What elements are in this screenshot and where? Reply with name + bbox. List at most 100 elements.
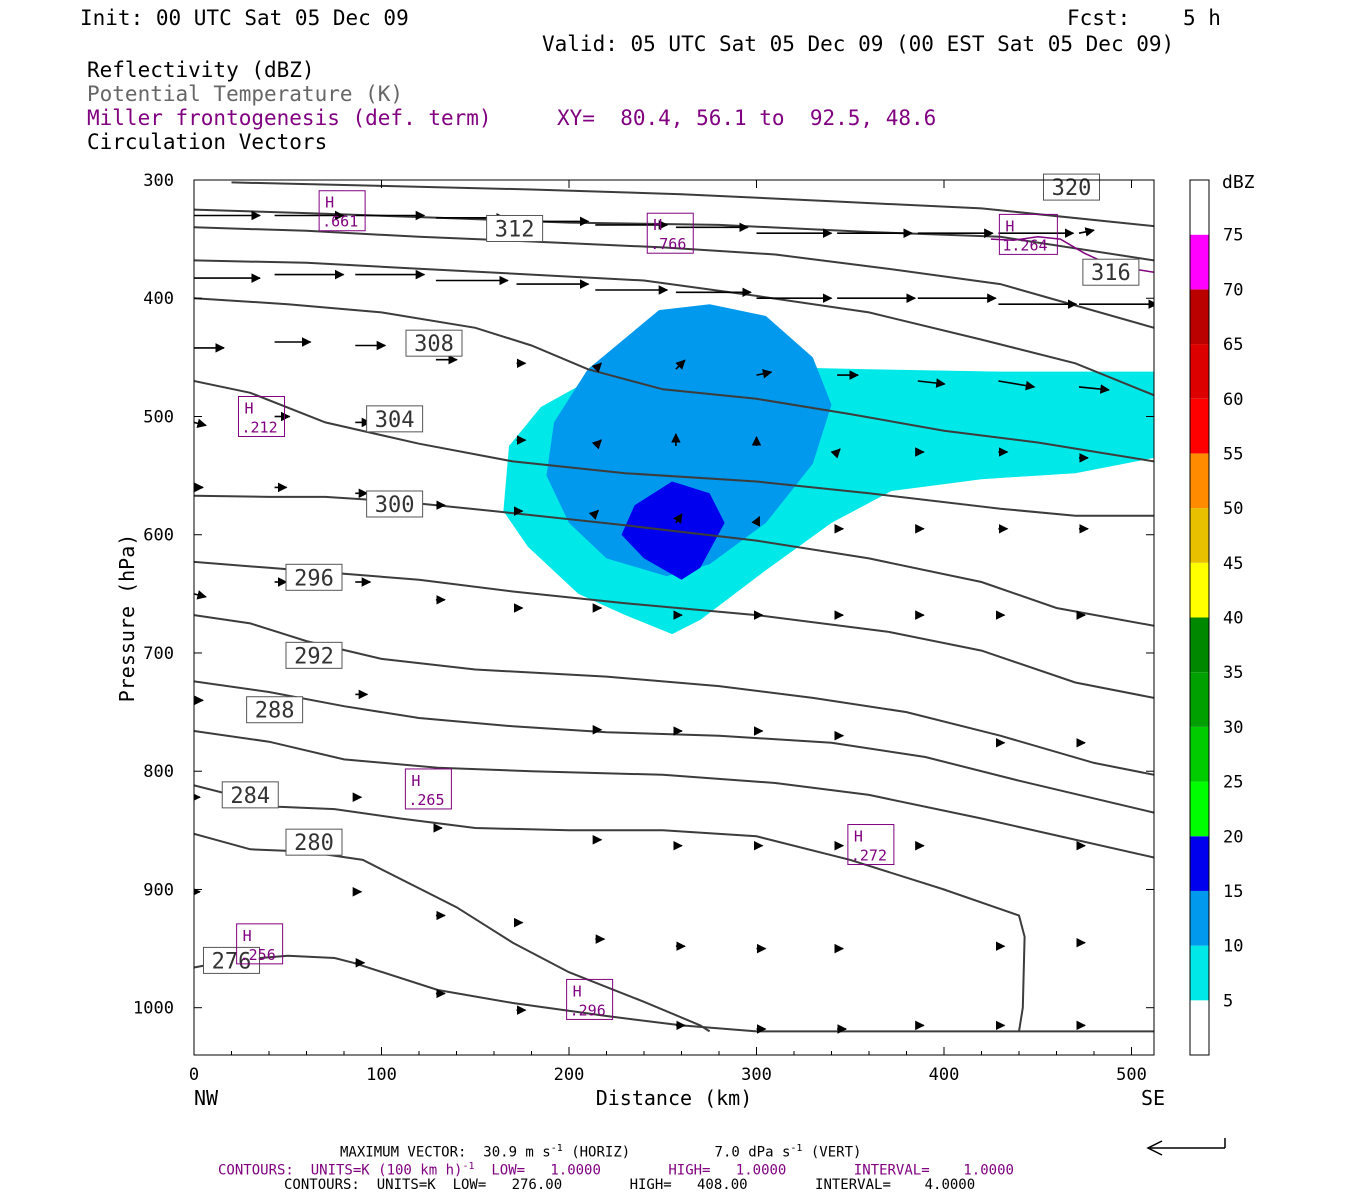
colorbar-segment bbox=[1190, 781, 1209, 837]
theta-contour-276 bbox=[194, 954, 1154, 1033]
theta-label-box bbox=[221, 781, 279, 809]
footer-max-vector: MAXIMUM VECTOR: 30.9 m s-1 (HORIZ) 7.0 d… bbox=[340, 1143, 862, 1161]
forecast-value: 5 h bbox=[1183, 6, 1221, 30]
x-tick-label: 500 bbox=[1116, 1065, 1147, 1085]
circulation-vector bbox=[675, 359, 686, 370]
theta-label-box bbox=[285, 641, 343, 669]
colorbar-segment bbox=[1190, 1000, 1209, 1055]
colorbar-segment bbox=[1190, 289, 1209, 345]
frontogenesis-max-box bbox=[646, 212, 694, 254]
frontogenesis-max-box bbox=[847, 824, 895, 866]
frontogenesis-max-box bbox=[998, 213, 1058, 255]
theta-contour-unlabeled-12 bbox=[194, 208, 1154, 262]
frontogenesis-max-letter: H bbox=[1005, 217, 1014, 235]
frontogenesis-max-letter: H bbox=[411, 772, 420, 790]
plot-frame bbox=[193, 179, 1155, 1056]
axes-layer: 0 100 200 300 400 500 300 400 500 600 700 800 900 100… bbox=[133, 171, 1154, 1085]
colorbar-segment bbox=[1190, 836, 1209, 891]
reflectivity-layer bbox=[503, 304, 1154, 635]
theta-label-288: 288 bbox=[255, 699, 295, 724]
valid-time: Valid: 05 UTC Sat 05 Dec 09 (00 EST Sat … bbox=[542, 32, 1175, 56]
forecast-label: Fcst: bbox=[1067, 6, 1131, 30]
y-tick-label: 800 bbox=[143, 762, 174, 782]
colorbar-label: 40 bbox=[1223, 609, 1243, 629]
colorbar-label: 75 bbox=[1223, 226, 1243, 246]
colorbar: 5 10 15 20 25 30 35 40 45 50 55 60 65 70 75 dBZ bbox=[1189, 172, 1255, 1056]
circulation-vector bbox=[917, 378, 946, 388]
colorbar-segment bbox=[1190, 453, 1209, 509]
reference-vector-icon bbox=[1146, 1138, 1226, 1156]
colorbar-label: 60 bbox=[1223, 390, 1243, 410]
theta-label-box bbox=[285, 563, 343, 591]
cross-section-coords: XY= 80.4, 56.1 to 92.5, 48.6 bbox=[557, 106, 937, 130]
frontogenesis-max-letter: H bbox=[573, 982, 582, 1000]
x-tick-label: 300 bbox=[741, 1065, 772, 1085]
theta-label-box bbox=[203, 946, 260, 974]
frontogenesis-max-letter: H bbox=[243, 927, 252, 945]
x-axis-title: Distance (km) bbox=[596, 1086, 753, 1110]
circulation-vector bbox=[830, 448, 841, 459]
theta-label-box bbox=[246, 696, 304, 724]
colorbar-label: 65 bbox=[1223, 335, 1243, 355]
colorbar-segment bbox=[1190, 508, 1209, 563]
init-time: Init: 00 UTC Sat 05 Dec 09 bbox=[80, 6, 409, 30]
circulation-vector bbox=[591, 439, 602, 450]
theta-label-box bbox=[366, 490, 424, 518]
theta-contour-292 bbox=[194, 680, 1154, 814]
theta-label-box bbox=[405, 329, 463, 357]
theta-label-box bbox=[1082, 258, 1140, 286]
colorbar-segment bbox=[1190, 672, 1209, 727]
field-vectors: Circulation Vectors bbox=[87, 130, 328, 154]
colorbar-segment bbox=[1190, 890, 1209, 946]
x-tick-label: 200 bbox=[554, 1065, 585, 1085]
field-theta: Potential Temperature (K) bbox=[87, 82, 404, 106]
frontogenesis-max-letter: H bbox=[653, 216, 662, 234]
frontogenesis-max-box bbox=[236, 923, 284, 965]
circulation-vector bbox=[673, 513, 683, 524]
y-tick-label: 600 bbox=[143, 526, 174, 546]
frontogenesis-max-box bbox=[404, 768, 452, 810]
y-tick-label: 900 bbox=[143, 880, 174, 900]
theta-label-box bbox=[285, 828, 343, 856]
frontogenesis-max-box bbox=[318, 190, 366, 232]
colorbar-frame bbox=[1189, 179, 1210, 1056]
frontogenesis-max-letter: H bbox=[245, 399, 254, 417]
theta-label-316: 316 bbox=[1091, 261, 1131, 286]
theta-label-308: 308 bbox=[414, 332, 454, 357]
circulation-vector bbox=[998, 380, 1036, 391]
frontogenesis-max-value: .265 bbox=[408, 791, 444, 809]
y-tick-label: 400 bbox=[143, 289, 174, 309]
frontogenesis-max-value: 1.264 bbox=[1002, 236, 1047, 254]
colorbar-label: 5 bbox=[1223, 991, 1233, 1011]
x-tick-label: 0 bbox=[189, 1065, 199, 1085]
frontogenesis-max-value: .661 bbox=[322, 213, 358, 231]
frontogenesis-max-value: .212 bbox=[242, 418, 278, 436]
colorbar-label: 30 bbox=[1223, 718, 1243, 738]
theta-contour-312 bbox=[194, 297, 1154, 463]
theta-contour-316 bbox=[194, 259, 1154, 397]
colorbar-segment bbox=[1190, 562, 1209, 618]
y-tick-label: 300 bbox=[143, 171, 174, 191]
circulation-vector bbox=[756, 369, 773, 379]
frontogenesis-max-value: .296 bbox=[570, 1001, 606, 1019]
theta-contour-280 bbox=[194, 832, 711, 1033]
colorbar-label: 25 bbox=[1223, 773, 1243, 793]
theta-label-box bbox=[366, 405, 424, 433]
x-tick-label: 100 bbox=[366, 1065, 397, 1085]
theta-contour-284 bbox=[194, 784, 1026, 1032]
x-end-label-nw: NW bbox=[194, 1086, 219, 1110]
theta-label-box bbox=[1043, 173, 1100, 201]
y-tick-label: 700 bbox=[143, 644, 174, 664]
circulation-vector bbox=[1078, 227, 1095, 237]
field-reflectivity: Reflectivity (dBZ) bbox=[87, 58, 315, 82]
frontogenesis-max-box bbox=[566, 978, 614, 1020]
frontogenesis-max-value: .256 bbox=[240, 946, 276, 964]
field-miller: Miller frontogenesis (def. term) bbox=[87, 106, 492, 130]
footer-contours-theta: CONTOURS: UNITS=K LOW= 276.00 HIGH= 408.… bbox=[284, 1177, 976, 1193]
x-end-label-se: SE bbox=[1141, 1086, 1165, 1110]
colorbar-segment bbox=[1190, 617, 1209, 673]
circulation-vector bbox=[751, 516, 761, 527]
theta-contour-304 bbox=[194, 494, 1154, 627]
colorbar-segment bbox=[1190, 234, 1209, 290]
